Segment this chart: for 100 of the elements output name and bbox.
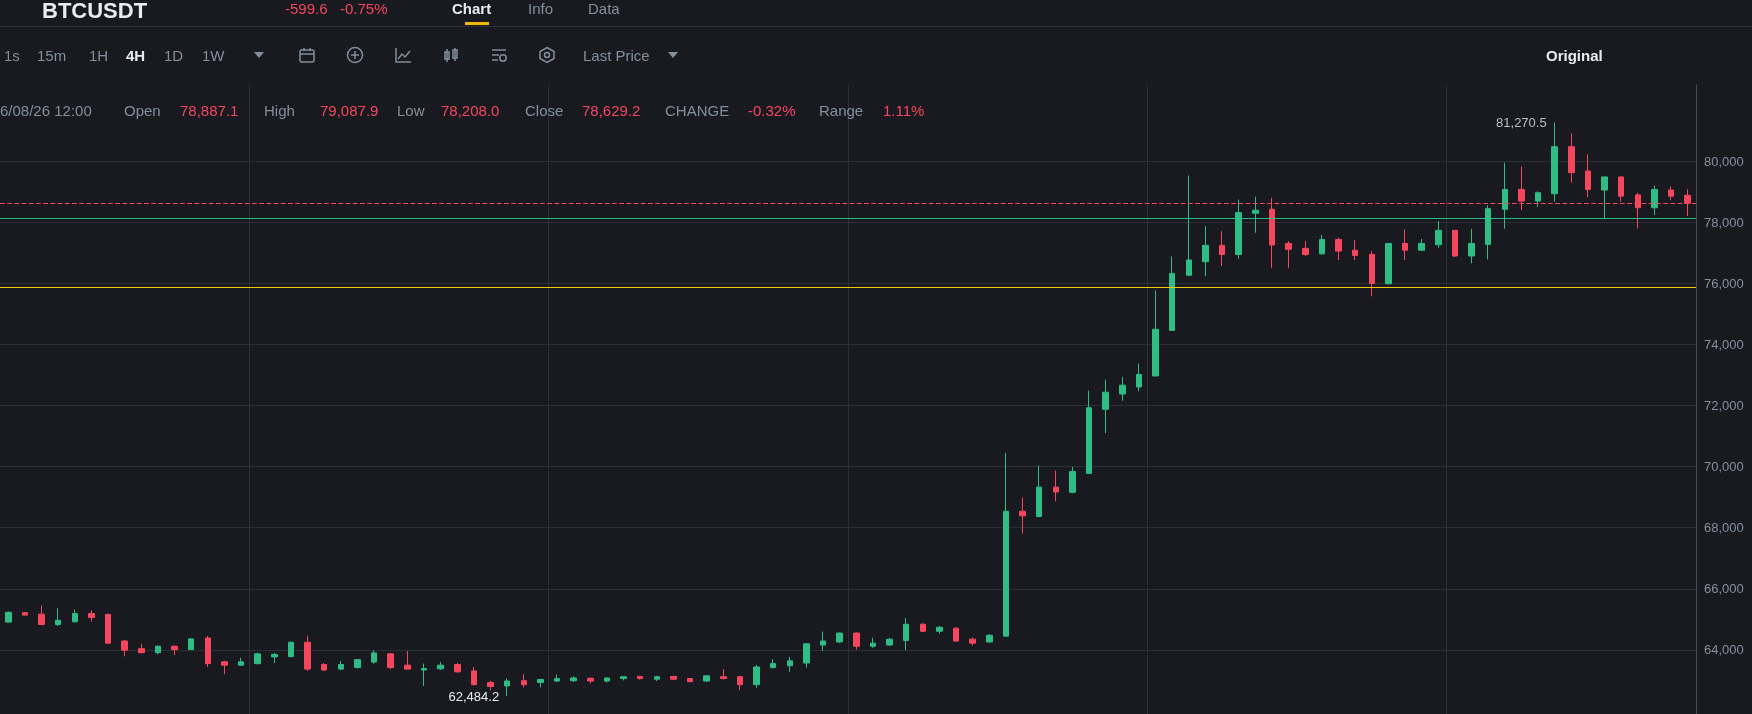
candlestick (205, 635, 211, 668)
text: Data (588, 0, 620, 17)
candlestick (437, 661, 444, 671)
candlestick (155, 645, 161, 655)
candlestick (803, 642, 810, 669)
candlestick (1335, 237, 1342, 261)
text: -599.6 (285, 0, 328, 17)
candlestick (920, 622, 926, 633)
candlestick (338, 660, 344, 671)
candlestick (720, 668, 727, 680)
annotation: Close (525, 102, 564, 119)
candlestick (1119, 376, 1126, 402)
candlestick (1086, 390, 1092, 474)
candlestick (404, 650, 411, 670)
candlestick (171, 645, 178, 656)
candlestick (703, 675, 710, 683)
candlestick (637, 675, 643, 680)
candlestick (1053, 470, 1059, 502)
candlestick (1468, 228, 1475, 264)
text: 15m (37, 47, 67, 64)
candlestick (936, 625, 943, 635)
candlestick (72, 609, 78, 623)
text: -0.75% (340, 0, 388, 17)
candlestick (1202, 225, 1209, 277)
candlestick (820, 631, 826, 652)
y-tick-label: 74,000 (1704, 337, 1744, 353)
text: 1D (164, 47, 184, 64)
candlestick (1668, 186, 1674, 201)
annotation: Open (124, 102, 161, 119)
candlestick (870, 637, 876, 649)
candlestick (836, 631, 843, 644)
candlestick (753, 664, 760, 689)
text: Original (1546, 47, 1603, 64)
candlestick (1535, 190, 1541, 208)
candlestick (1369, 250, 1375, 297)
y-tick-label: 64,000 (1704, 642, 1744, 658)
candlestick (1019, 497, 1026, 535)
candlestick (1352, 239, 1358, 261)
candlestick (604, 676, 610, 684)
candlestick (1452, 229, 1458, 258)
candlestick (1402, 228, 1408, 261)
candlestick (387, 652, 394, 670)
annotation: -0.32% (748, 102, 796, 119)
candlestick (1302, 240, 1309, 257)
candlestick (770, 658, 776, 669)
candlestick (537, 678, 544, 688)
candlestick (304, 635, 311, 672)
candlestick (1136, 362, 1142, 392)
candlestick (903, 617, 909, 651)
y-tick-label: 76,000 (1704, 275, 1744, 291)
candlestick (354, 658, 361, 669)
y-tick-label: 66,000 (1704, 581, 1744, 597)
text: Chart (452, 0, 492, 17)
candlestick (471, 666, 477, 686)
y-tick-label: 72,000 (1704, 398, 1744, 414)
candlestick (454, 662, 461, 674)
annotation: CHANGE (665, 102, 730, 119)
candlestick (1585, 153, 1591, 198)
y-tick-label: 78,000 (1704, 214, 1744, 230)
text: 1s (4, 47, 20, 64)
candlestick (1219, 230, 1225, 267)
text: Info (528, 0, 554, 17)
annotation: 79,087.9 (320, 102, 379, 119)
candlestick (1069, 466, 1076, 494)
candlestick (55, 607, 61, 627)
candlestick (288, 641, 294, 658)
candlestick (271, 652, 278, 664)
annotation: Low (397, 102, 425, 119)
candlestick (1102, 379, 1109, 434)
candlestick (1036, 464, 1042, 518)
candlestick (121, 639, 128, 657)
candlestick (1568, 132, 1575, 184)
text: 1H (89, 47, 109, 64)
candlestick (371, 649, 377, 665)
candlestick (188, 637, 194, 651)
candlestick (787, 656, 793, 673)
annotation: High (264, 102, 295, 119)
candlestick (853, 631, 860, 651)
candlestick (1285, 240, 1292, 269)
text: 1W (202, 47, 225, 64)
candlestick (105, 613, 111, 645)
candlestick (620, 675, 627, 681)
candlestick (238, 657, 244, 667)
candlestick (654, 675, 660, 682)
candlestick (487, 680, 494, 691)
text: Last Price (583, 47, 650, 64)
y-tick-label: 70,000 (1704, 459, 1744, 475)
annotation: 1.11% (883, 102, 925, 119)
candlestick (321, 662, 327, 672)
candlestick (554, 674, 560, 683)
annotation: 78,208.0 (441, 102, 500, 119)
candlestick (1651, 184, 1658, 216)
candlestick (5, 610, 12, 623)
candlestick (421, 663, 427, 687)
candlestick (687, 677, 693, 683)
candlestick (254, 652, 261, 666)
candlestick (570, 675, 577, 683)
candlestick (504, 678, 510, 697)
candlestick (737, 675, 743, 691)
candlestick (1003, 452, 1009, 637)
